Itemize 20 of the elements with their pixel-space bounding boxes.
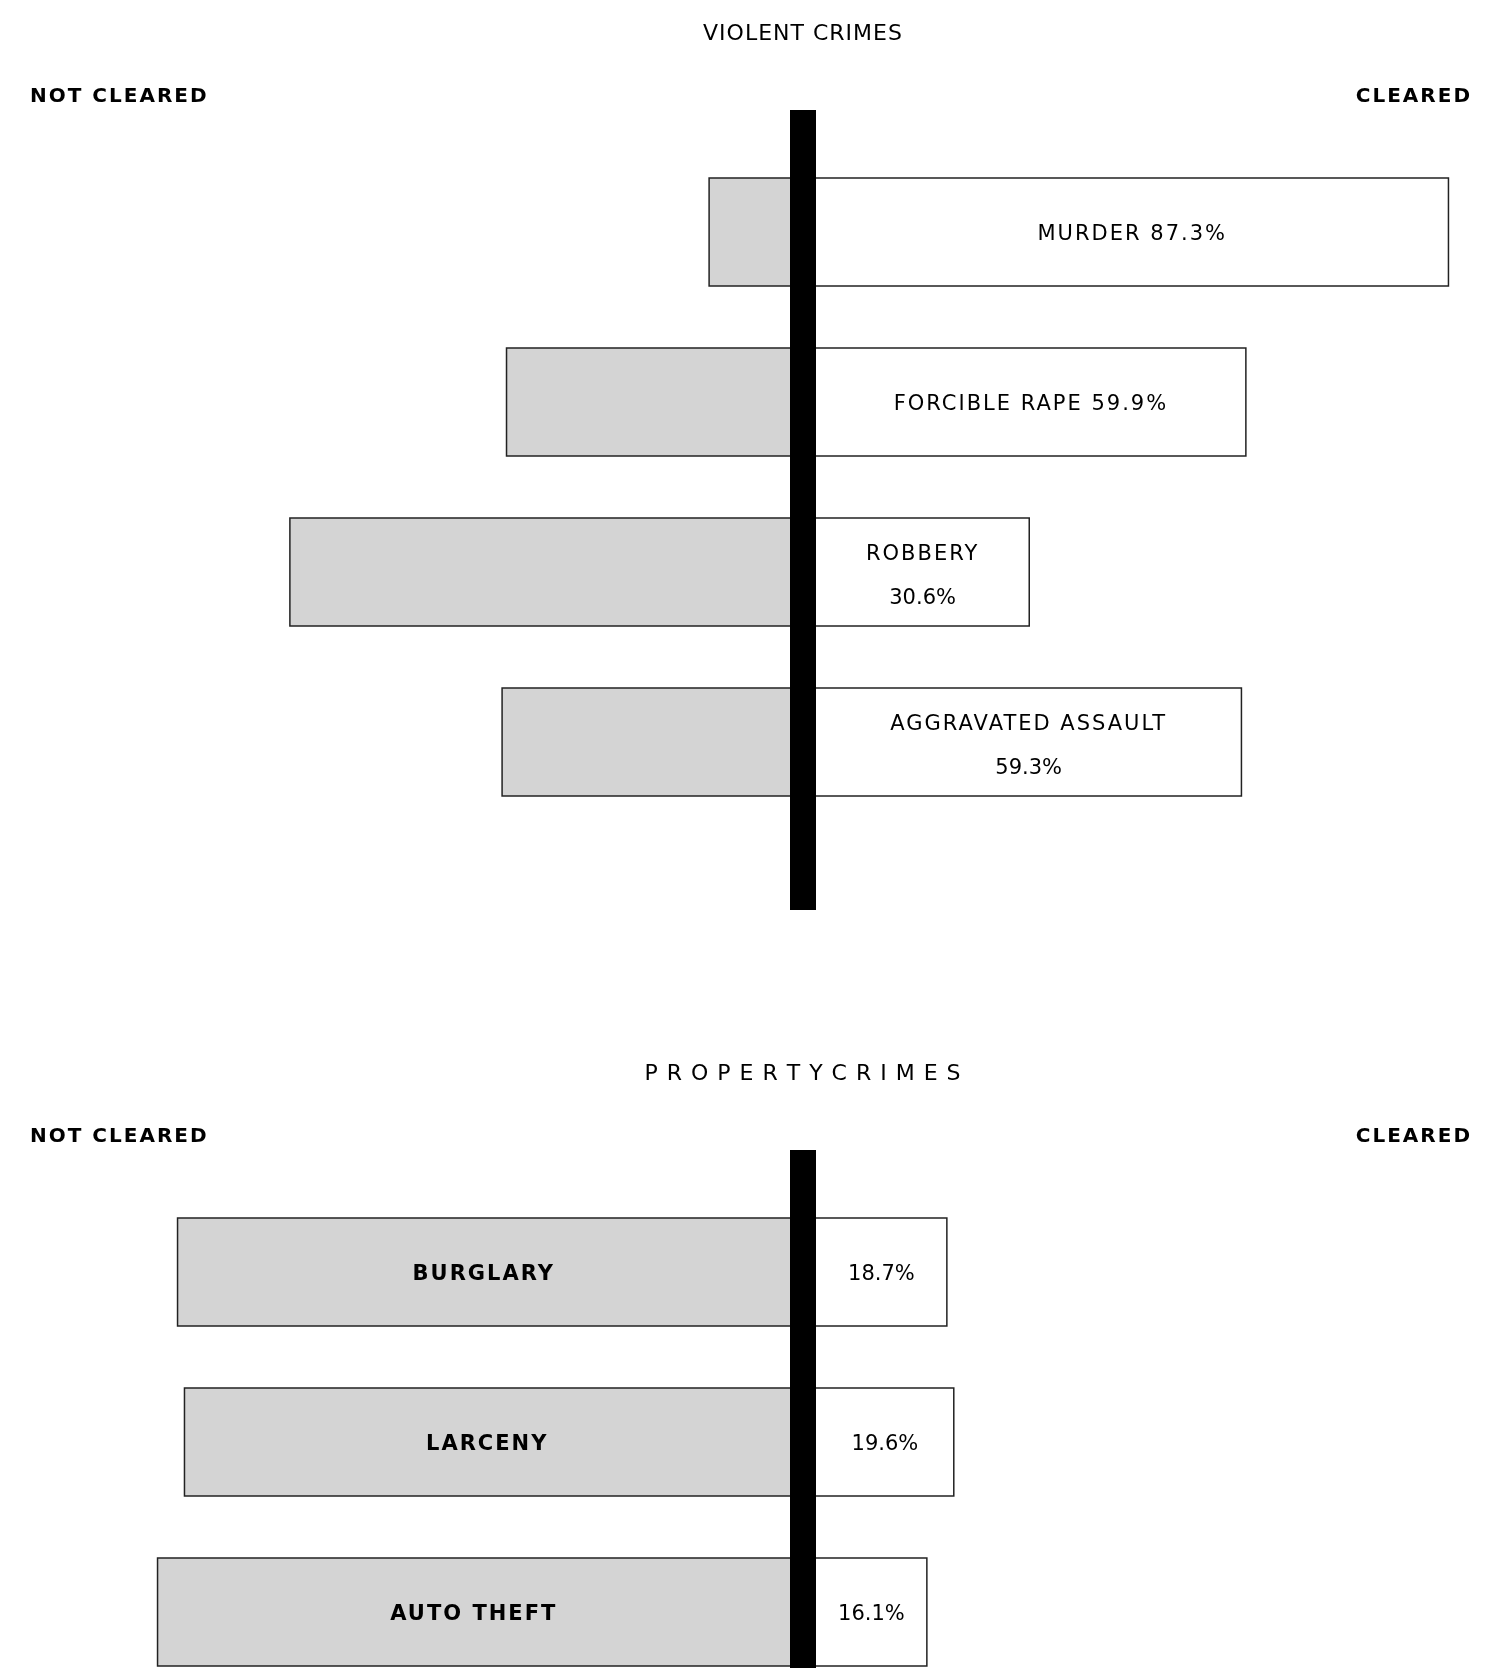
- data-label: 87.3%: [1150, 221, 1227, 245]
- text: CLEARED: [1355, 1123, 1472, 1147]
- y-tick-label: MURDER: [1037, 221, 1142, 245]
- y-tick-label: ROBBERY: [865, 541, 980, 565]
- text: NOT CLEARED: [30, 1123, 209, 1147]
- data-label: 19.6%: [851, 1431, 919, 1455]
- y-tick-label: AGGRAVATED ASSAULT: [890, 711, 1168, 735]
- chart-title: VIOLENT CRIMES: [703, 20, 903, 45]
- data-label: 59.3%: [995, 755, 1063, 779]
- y-tick-label: AUTO THEFT: [390, 1601, 558, 1625]
- y-tick-label: LARCENY: [426, 1431, 549, 1455]
- y-tick-label: FORCIBLE RAPE: [893, 391, 1083, 415]
- data-label: 18.7%: [848, 1261, 915, 1285]
- chart-title: P R O P E R T Y C R I M E S: [644, 1060, 962, 1085]
- data-label: 30.6%: [889, 585, 956, 609]
- y-tick-label: BURGLARY: [412, 1261, 555, 1285]
- data-label: 59.9%: [1091, 391, 1169, 415]
- text: NOT CLEARED: [30, 83, 209, 107]
- data-label: 16.1%: [838, 1601, 905, 1625]
- text: CLEARED: [1355, 83, 1472, 107]
